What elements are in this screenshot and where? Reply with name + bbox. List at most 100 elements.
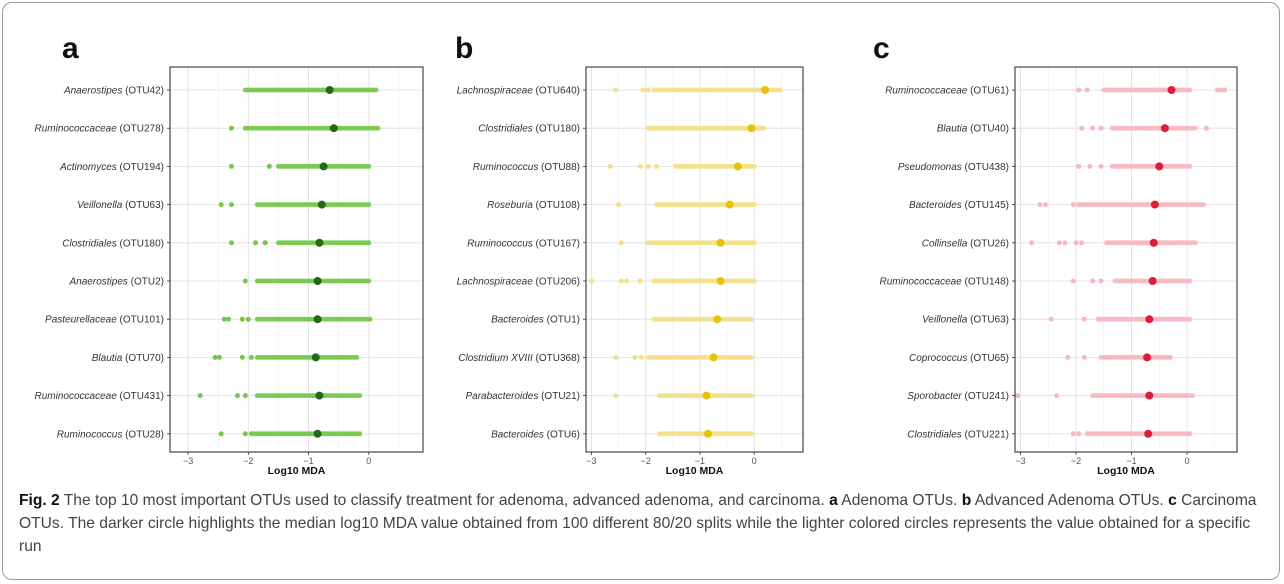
otu-label: Parabacteroides (OTU21) [466,391,581,402]
x-tick-label: −3 [183,456,193,466]
run-point [366,278,372,284]
run-point [1062,240,1068,246]
panel-b: b Lachnospiraceae (OTU640) Clostridiales (… [455,32,804,477]
otu-id: (OTU61) [967,86,1009,97]
run-point [1073,240,1079,246]
otu-row [221,315,373,324]
otu-row [618,238,757,247]
run-point [367,316,373,322]
otu-row [1048,315,1193,324]
otu-row [645,124,767,133]
taxon-name: Clostridiales [62,238,116,249]
otu-row [613,391,754,400]
median-point [1145,315,1154,324]
otu-id: (OTU167) [533,238,580,249]
otu-id: (OTU368) [533,353,580,364]
run-point [637,278,643,284]
otu-label: Lachnospiraceae (OTU640) [457,86,580,97]
run-point [654,163,660,169]
x-tick-label: −2 [1071,456,1081,466]
otu-label: Ruminococcaceae (OTU148) [880,277,1010,288]
run-point [197,393,203,399]
taxon-name: Actinomyces [59,162,117,173]
run-point [239,316,245,322]
median-point [329,124,338,133]
run-point [242,278,248,284]
otu-row [1070,429,1193,438]
panel-a: a Anaerostipes (OTU42) Ruminococcaceae (OT… [35,32,424,477]
run-point [228,125,234,131]
run-point [1187,87,1193,93]
otu-id: (OTU640) [533,86,580,97]
otu-row [228,162,372,171]
otu-row [1079,124,1209,133]
run-point [1076,163,1082,169]
otu-label: Ruminococcus (OTU88) [473,162,580,173]
run-point [1048,316,1054,322]
otu-id: (OTU431) [117,391,164,402]
median-point [317,200,326,209]
run-point [225,316,231,322]
taxon-name: Anaerostipes [63,86,122,97]
run-point [761,125,767,131]
otu-id: (OTU108) [533,200,580,211]
run-point [1084,87,1090,93]
run-point [1070,431,1076,437]
taxon-name: Ruminococcaceae [35,124,118,135]
run-point [751,278,757,284]
run-point [637,163,643,169]
x-axis-title: Log10 MDA [666,465,724,477]
otu-row [242,277,372,285]
taxon-name: Coprococcus [909,353,967,364]
otu-label: Roseburia (OTU108) [487,200,580,211]
otu-id: (OTU221) [962,429,1009,440]
run-point [645,163,651,169]
run-point [645,87,651,93]
run-point [751,202,757,208]
run-point [618,278,624,284]
median-point [315,238,324,247]
otu-row [1070,277,1193,285]
run-point [1090,278,1096,284]
caption-intro: The top 10 most important OTUs used to c… [59,492,830,509]
run-point [212,354,218,360]
run-point [1187,278,1193,284]
otu-id: (OTU194) [117,162,164,173]
run-point [266,163,272,169]
taxon-name: Anaerostipes [69,277,128,288]
otu-label: Clostridiales (OTU180) [478,124,580,135]
x-axis-title: Log10 MDA [1097,465,1155,477]
taxon-name: Parabacteroides [466,391,539,402]
taxon-name: Blautia [92,353,123,364]
median-point [1160,124,1169,133]
median-point [713,315,722,324]
taxon-name: Veillonella [77,200,123,211]
median-point [319,162,328,171]
run-point [1065,354,1071,360]
run-point [1187,316,1193,322]
otu-row [218,200,372,209]
run-point [1029,240,1035,246]
taxon-name: Ruminococcus [473,162,539,173]
run-point [1187,163,1193,169]
figure-label: Fig. 2 [19,492,60,509]
otu-label: Ruminococcaceae (OTU431) [35,391,165,402]
x-tick-label: 0 [366,456,371,466]
plot-background [170,67,423,452]
x-tick-label: −2 [641,456,651,466]
otu-label: Ruminococcaceae (OTU278) [35,124,165,135]
panel-letter-c: c [873,32,890,65]
otu-id: (OTU2) [128,277,164,288]
otu-row [1076,162,1193,171]
otu-label: Clostridium XVIII (OTU368) [458,353,580,364]
otu-id: (OTU26) [967,238,1009,249]
run-point [1070,278,1076,284]
run-point [1098,125,1104,131]
median-point [1143,353,1152,362]
otu-row [228,124,381,133]
taxon-name: Clostridiales [478,124,532,135]
run-point [242,431,248,437]
caption-letter-a: a [829,492,838,509]
run-point [221,316,227,322]
median-point [1167,86,1176,94]
